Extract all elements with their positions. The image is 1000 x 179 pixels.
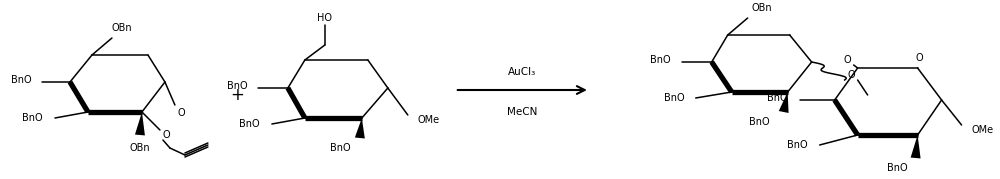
Text: BnO: BnO — [330, 143, 350, 153]
Text: HO: HO — [317, 13, 332, 23]
Text: AuCl₃: AuCl₃ — [508, 67, 536, 77]
Text: +: + — [230, 86, 244, 104]
Text: BnO: BnO — [11, 75, 32, 85]
Text: BnO: BnO — [227, 81, 248, 91]
Text: BnO: BnO — [767, 93, 788, 103]
Text: BnO: BnO — [887, 163, 908, 173]
Text: O: O — [848, 70, 855, 80]
Text: BnO: BnO — [664, 93, 685, 103]
Polygon shape — [355, 118, 365, 139]
Text: MeCN: MeCN — [507, 107, 537, 117]
Text: OBn: OBn — [130, 143, 150, 153]
Text: O: O — [844, 55, 851, 65]
Text: O: O — [916, 53, 923, 63]
Polygon shape — [911, 135, 921, 158]
Polygon shape — [779, 92, 789, 113]
Text: O: O — [178, 108, 186, 118]
Text: BnO: BnO — [749, 117, 770, 127]
Text: OBn: OBn — [751, 3, 772, 13]
Text: BnO: BnO — [22, 113, 43, 123]
Text: OBn: OBn — [112, 23, 132, 33]
Text: OMe: OMe — [972, 125, 994, 135]
Text: BnO: BnO — [239, 119, 260, 129]
Text: BnO: BnO — [787, 140, 808, 150]
Text: OMe: OMe — [418, 115, 440, 125]
Polygon shape — [135, 112, 145, 136]
Text: BnO: BnO — [650, 55, 671, 65]
Text: O: O — [163, 130, 171, 140]
